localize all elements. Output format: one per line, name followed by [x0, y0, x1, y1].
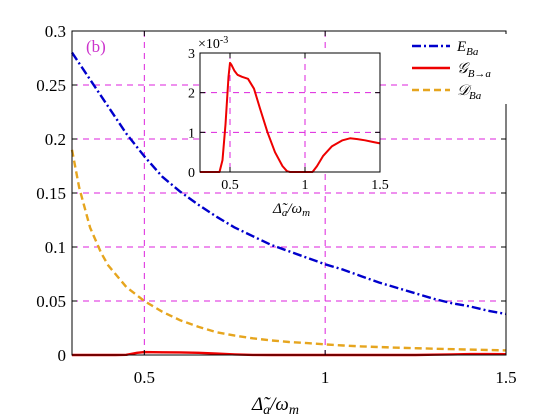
inset-plot-frame	[199, 52, 381, 173]
panel-label: (b)	[86, 37, 106, 56]
y-tick-label: 0.05	[36, 292, 66, 311]
x-tick-label: 1	[321, 368, 330, 387]
x-title-sub-m: m	[289, 403, 299, 418]
x-title-sub-a: a	[263, 403, 270, 418]
y-tick-label: 2	[188, 87, 195, 102]
series-line-0	[71, 51, 507, 316]
y-tick-label: 0.3	[45, 22, 66, 41]
x-tick-label: 0.5	[134, 368, 155, 387]
y-tick-label: 3	[188, 47, 195, 62]
y-tick-label: 0.15	[36, 184, 66, 203]
main-x-tick-labels: 0.5 1 1.5	[134, 368, 517, 387]
legend-symbol: E	[456, 39, 466, 55]
y-tick-label: 1	[188, 126, 195, 141]
y-tick-label: 0	[188, 166, 195, 181]
legend-subscript: B→a	[468, 68, 492, 80]
inset-y-tick-labels: 0 1 2 3	[188, 47, 195, 181]
legend-label-1: 𝒢B→a	[457, 61, 491, 80]
main-x-axis-title: Δ̃a/ωm	[251, 394, 299, 418]
x-tick-label: 1.5	[495, 368, 516, 387]
x-tick-label: 1	[302, 178, 309, 193]
legend-subscript: Ba	[466, 46, 479, 58]
inset-x-tick-labels: 0.5 1 1.5	[221, 178, 389, 193]
series-line-0	[200, 61, 381, 173]
inset-grid	[200, 53, 380, 172]
legend-subscript: Ba	[469, 90, 482, 102]
y-tick-label: 0	[58, 346, 67, 365]
inset-ticks	[200, 52, 381, 173]
y-tick-label: 0.1	[45, 238, 66, 257]
legend-symbol: 𝒟	[457, 83, 472, 99]
x-tick-label: 1.5	[371, 178, 389, 193]
x-tick-label: 0.5	[221, 178, 239, 193]
x-title-sep: /ω	[269, 394, 289, 415]
series-line-2	[70, 149, 507, 352]
main-grid	[72, 31, 506, 355]
y-tick-label: 0.25	[36, 76, 66, 95]
y-tick-label: 0.2	[45, 130, 66, 149]
legend-symbol: 𝒢	[457, 61, 470, 77]
legend-label-2: 𝒟Ba	[457, 83, 482, 102]
legend-label-0: EBa	[456, 39, 479, 58]
inset-series	[200, 61, 381, 173]
inset-multiplier: ×10-3	[198, 35, 228, 52]
main-y-tick-labels: 0 0.05 0.1 0.15 0.2 0.25 0.3	[36, 22, 66, 365]
